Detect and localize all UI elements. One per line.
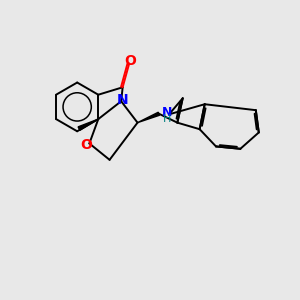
Polygon shape <box>137 112 160 123</box>
Text: N: N <box>162 106 172 119</box>
Text: N: N <box>117 93 129 107</box>
Text: O: O <box>124 54 136 68</box>
Text: O: O <box>80 138 92 152</box>
Polygon shape <box>78 119 98 130</box>
Text: H: H <box>163 114 171 124</box>
